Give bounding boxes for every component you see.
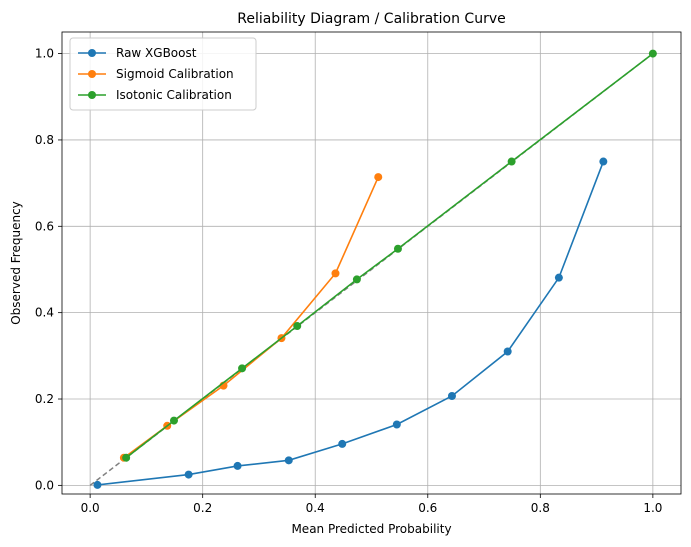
- data-point: [554, 273, 563, 282]
- legend-label: Raw XGBoost: [116, 46, 197, 60]
- data-point: [393, 244, 402, 253]
- x-tick-label: 0.8: [531, 501, 550, 515]
- data-point: [503, 347, 512, 356]
- data-point: [93, 480, 102, 489]
- series-isotonic-calibration: [122, 49, 657, 462]
- data-point: [184, 470, 193, 479]
- legend-marker: [88, 70, 96, 78]
- legend-label: Isotonic Calibration: [116, 88, 232, 102]
- data-point: [238, 364, 247, 373]
- x-tick-label: 0.2: [193, 501, 212, 515]
- data-point: [169, 416, 178, 425]
- x-tick-label: 0.4: [306, 501, 325, 515]
- x-tick-label: 0.6: [418, 501, 437, 515]
- series-line: [125, 52, 654, 459]
- data-point: [122, 453, 131, 462]
- legend-item: Raw XGBoost: [78, 46, 197, 60]
- data-point: [338, 439, 347, 448]
- legend-marker: [88, 49, 96, 57]
- legend-box: [69, 37, 257, 111]
- series-raw-xgboost: [93, 157, 608, 489]
- legend-item: Sigmoid Calibration: [78, 67, 234, 81]
- y-tick-label: 1.0: [35, 47, 54, 61]
- data-point: [447, 391, 456, 400]
- chart-title: Reliability Diagram / Calibration Curve: [237, 11, 506, 27]
- y-axis-label: Observed Frequency: [9, 201, 23, 325]
- y-tick-label: 0.8: [35, 133, 54, 147]
- y-ticks: 0.0 0.2 0.4 0.6 0.8 1.0: [35, 47, 62, 492]
- y-tick-label: 0.0: [35, 478, 54, 492]
- y-tick-label: 0.4: [35, 306, 54, 320]
- series-line: [97, 161, 605, 486]
- data-point: [331, 269, 340, 278]
- data-point: [284, 456, 293, 465]
- data-point: [352, 275, 361, 284]
- x-tick-label: 0.0: [81, 501, 100, 515]
- x-axis-label: Mean Predicted Probability: [291, 522, 451, 536]
- data-point: [599, 157, 608, 166]
- legend-marker: [88, 91, 96, 99]
- legend: Raw XGBoost Sigmoid Calibration Isotonic C…: [69, 37, 257, 111]
- x-tick-label: 1.0: [643, 501, 662, 515]
- data-point: [233, 461, 242, 470]
- y-tick-label: 0.2: [35, 392, 54, 406]
- data-point: [507, 157, 516, 166]
- legend-item: Isotonic Calibration: [78, 88, 232, 102]
- plot-frame: [61, 31, 682, 495]
- series-layer: [93, 49, 657, 489]
- data-point: [374, 173, 383, 182]
- data-point: [648, 49, 657, 58]
- data-point: [392, 420, 401, 429]
- x-ticks: 0.0 0.2 0.4 0.6 0.8 1.0: [81, 494, 662, 515]
- data-point: [293, 322, 302, 331]
- y-tick-label: 0.6: [35, 219, 54, 233]
- legend-label: Sigmoid Calibration: [116, 67, 234, 81]
